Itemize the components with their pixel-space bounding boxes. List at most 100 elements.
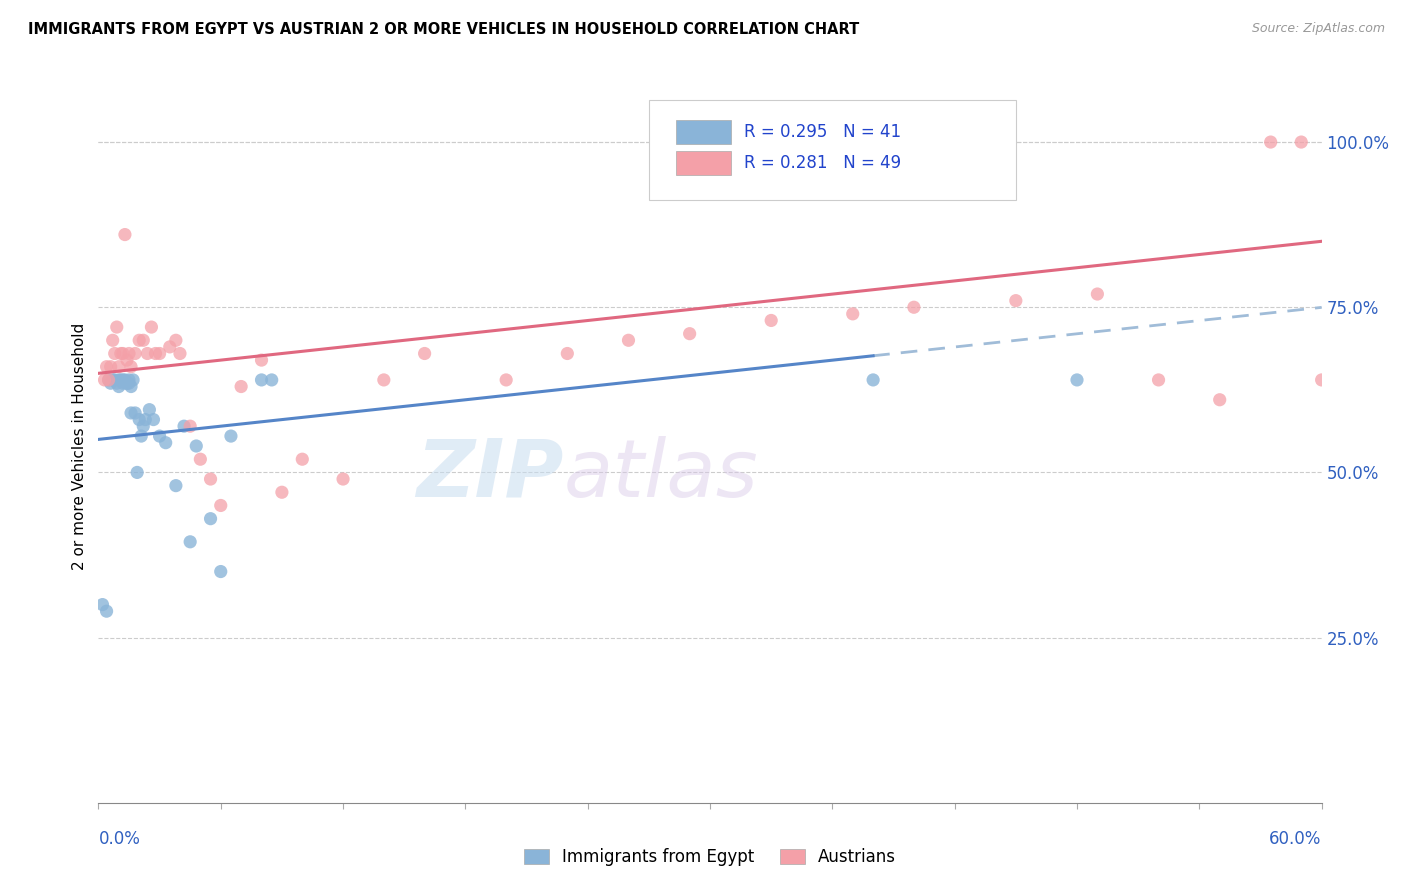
Point xyxy=(105,320,128,334)
Point xyxy=(250,373,273,387)
FancyBboxPatch shape xyxy=(676,120,731,145)
Text: 60.0%: 60.0% xyxy=(1270,830,1322,847)
Text: IMMIGRANTS FROM EGYPT VS AUSTRIAN 2 OR MORE VEHICLES IN HOUSEHOLD CORRELATION CH: IMMIGRANTS FROM EGYPT VS AUSTRIAN 2 OR M… xyxy=(28,22,859,37)
Point xyxy=(903,300,925,314)
Point xyxy=(250,353,273,368)
Point xyxy=(200,472,222,486)
Point xyxy=(862,373,884,387)
Point xyxy=(120,379,142,393)
Point xyxy=(93,373,115,387)
Y-axis label: 2 or more Vehicles in Household: 2 or more Vehicles in Household xyxy=(72,322,87,570)
Point xyxy=(127,466,149,480)
Point xyxy=(679,326,702,341)
Point xyxy=(104,346,127,360)
Point xyxy=(97,373,120,387)
Point xyxy=(179,534,201,549)
Point xyxy=(169,346,191,360)
Point xyxy=(761,313,783,327)
Point xyxy=(124,406,146,420)
Point xyxy=(260,373,283,387)
Point xyxy=(108,373,131,387)
Point xyxy=(142,412,165,426)
Point xyxy=(145,346,167,360)
Point xyxy=(111,376,134,391)
Point xyxy=(96,604,118,618)
Point xyxy=(97,373,120,387)
Point xyxy=(1209,392,1232,407)
Point xyxy=(132,419,155,434)
Point xyxy=(108,359,131,374)
Point xyxy=(124,346,146,360)
Point xyxy=(101,333,124,347)
Point xyxy=(115,376,138,391)
Text: R = 0.281   N = 49: R = 0.281 N = 49 xyxy=(744,153,901,171)
Point xyxy=(129,429,152,443)
Point xyxy=(159,340,181,354)
Point xyxy=(188,452,212,467)
Point xyxy=(120,406,142,420)
Point xyxy=(100,359,122,374)
Point xyxy=(165,478,187,492)
Point xyxy=(111,373,134,387)
Point xyxy=(104,373,127,387)
Point xyxy=(332,472,354,486)
Point xyxy=(114,227,136,242)
Point xyxy=(413,346,436,360)
Point xyxy=(1066,373,1088,387)
Point xyxy=(291,452,314,467)
Point xyxy=(186,439,208,453)
Point xyxy=(110,346,132,360)
Point xyxy=(96,359,118,374)
Point xyxy=(173,419,195,434)
Point xyxy=(122,373,145,387)
Point xyxy=(114,373,136,387)
Text: Source: ZipAtlas.com: Source: ZipAtlas.com xyxy=(1251,22,1385,36)
Point xyxy=(115,353,138,368)
Point xyxy=(101,373,124,387)
Point xyxy=(115,376,138,391)
Text: R = 0.295   N = 41: R = 0.295 N = 41 xyxy=(744,123,901,141)
Point xyxy=(91,598,114,612)
Point xyxy=(105,376,128,391)
Point xyxy=(111,346,134,360)
Point xyxy=(373,373,395,387)
Point xyxy=(495,373,517,387)
Text: ZIP: ZIP xyxy=(416,435,564,514)
Point xyxy=(118,373,141,387)
Point xyxy=(100,376,122,391)
Text: 0.0%: 0.0% xyxy=(98,830,141,847)
Point xyxy=(165,333,187,347)
Point xyxy=(149,429,172,443)
Point xyxy=(141,320,163,334)
FancyBboxPatch shape xyxy=(648,100,1015,200)
Point xyxy=(128,412,150,426)
Point xyxy=(209,499,232,513)
Point xyxy=(118,376,141,391)
Point xyxy=(118,346,141,360)
Point xyxy=(231,379,253,393)
Point xyxy=(155,435,177,450)
Point xyxy=(138,402,160,417)
Point xyxy=(617,333,640,347)
Point xyxy=(1004,293,1026,308)
Point xyxy=(270,485,294,500)
FancyBboxPatch shape xyxy=(676,151,731,175)
Point xyxy=(110,373,132,387)
Point xyxy=(209,565,232,579)
Point xyxy=(136,346,159,360)
Point xyxy=(1291,135,1313,149)
Point xyxy=(128,333,150,347)
Point xyxy=(1310,373,1333,387)
Point xyxy=(134,412,156,426)
Point xyxy=(1085,287,1108,301)
Point xyxy=(200,511,222,525)
Point xyxy=(1260,135,1282,149)
Point xyxy=(555,346,579,360)
Point xyxy=(132,333,155,347)
Point xyxy=(120,359,142,374)
Point xyxy=(841,307,863,321)
Text: atlas: atlas xyxy=(564,435,758,514)
Legend: Immigrants from Egypt, Austrians: Immigrants from Egypt, Austrians xyxy=(517,842,903,873)
Point xyxy=(108,379,131,393)
Point xyxy=(219,429,242,443)
